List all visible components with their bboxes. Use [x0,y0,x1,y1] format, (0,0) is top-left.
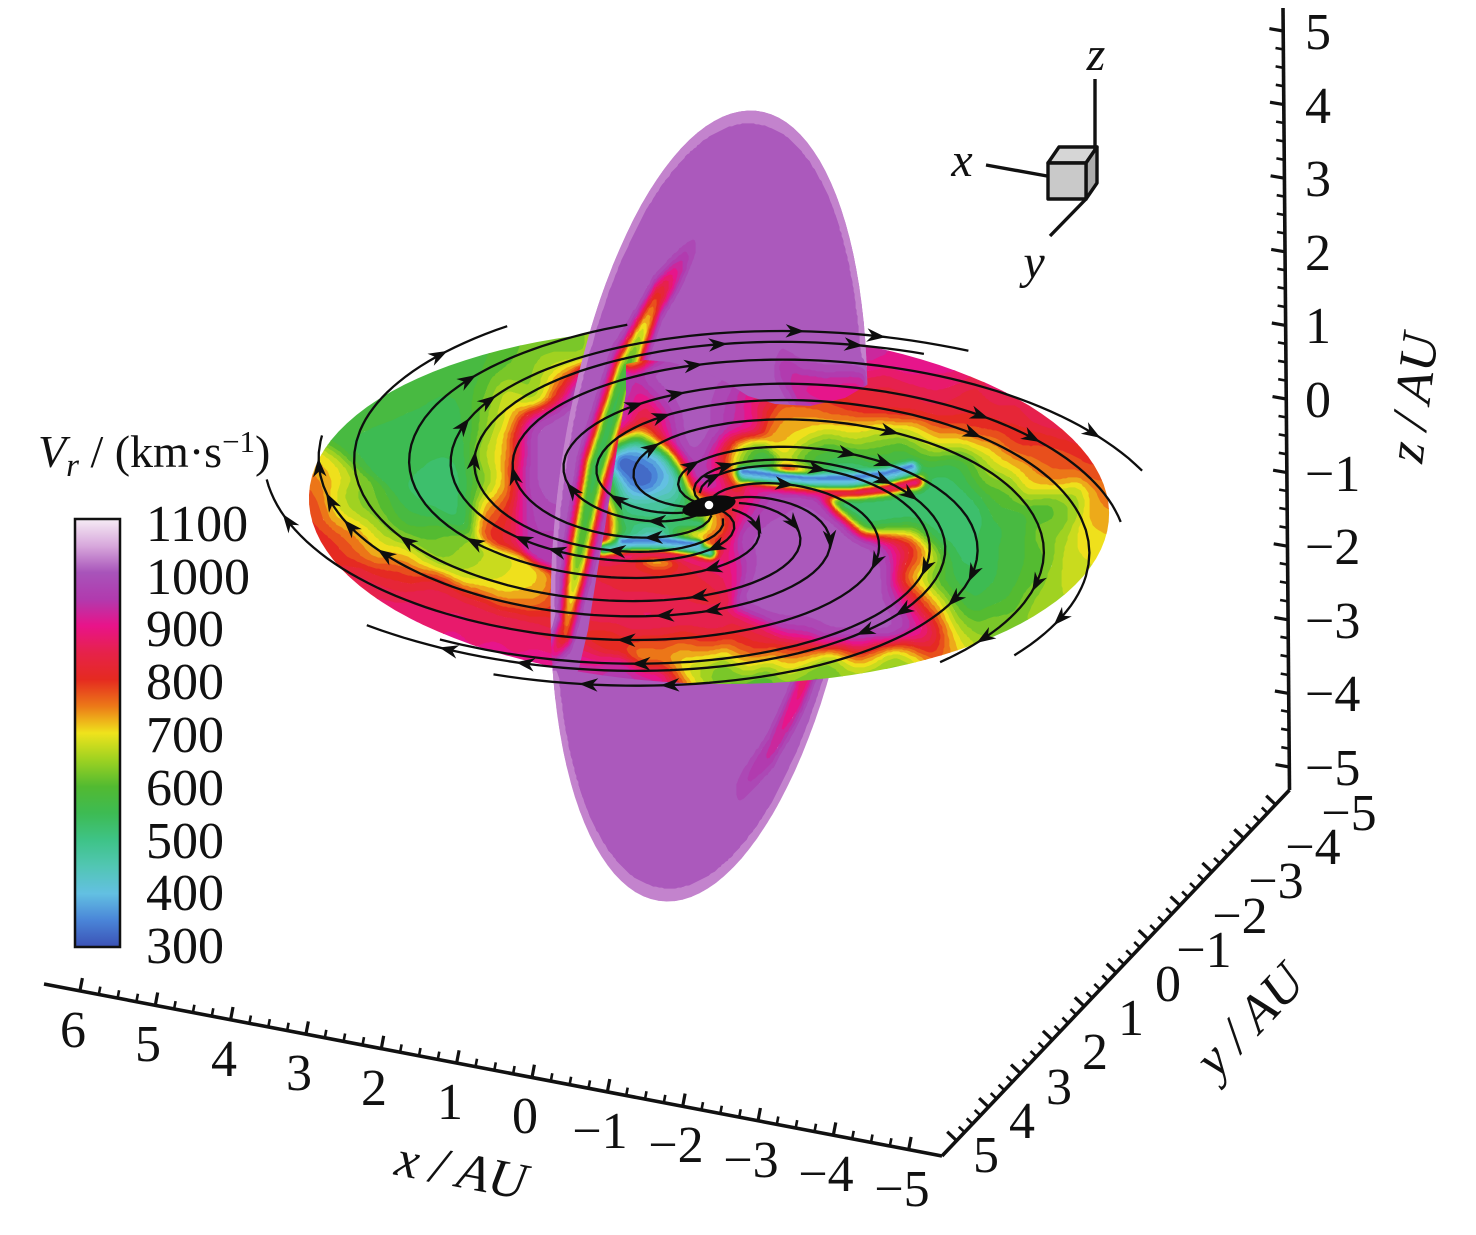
svg-text:3: 3 [286,1045,312,1102]
svg-text:600: 600 [146,760,224,817]
svg-text:1100: 1100 [146,496,248,553]
svg-text:z: z [1086,28,1106,81]
svg-text:3: 3 [1046,1059,1072,1116]
svg-text:−5: −5 [1305,740,1360,797]
svg-text:0: 0 [1305,372,1331,429]
svg-text:−4: −4 [1305,666,1360,723]
svg-text:5: 5 [135,1016,161,1073]
svg-text:Vr / (km·s−1): Vr / (km·s−1) [38,424,270,484]
svg-text:0: 0 [512,1088,538,1145]
svg-text:−1: −1 [1305,446,1360,503]
svg-text:x: x [950,134,972,187]
svg-text:5: 5 [1305,4,1331,61]
svg-text:2: 2 [361,1060,387,1117]
svg-text:−4: −4 [1285,819,1340,876]
svg-text:−5: −5 [1321,785,1376,842]
svg-text:−3: −3 [1248,853,1303,910]
svg-text:1: 1 [1118,990,1144,1047]
svg-text:1: 1 [1305,298,1331,355]
svg-text:y: y [1018,236,1045,289]
svg-text:1: 1 [437,1074,463,1131]
svg-text:−5: −5 [874,1161,929,1218]
svg-text:−1: −1 [572,1103,627,1160]
svg-text:3: 3 [1305,151,1331,208]
svg-text:−2: −2 [1212,888,1267,945]
svg-text:−2: −2 [1305,519,1360,576]
svg-text:−3: −3 [723,1132,778,1189]
svg-text:5: 5 [973,1127,999,1184]
svg-text:700: 700 [146,707,224,764]
svg-text:0: 0 [1155,956,1181,1013]
svg-text:800: 800 [146,654,224,711]
svg-text:2: 2 [1305,225,1331,282]
svg-text:500: 500 [146,813,224,870]
svg-text:900: 900 [146,601,224,658]
svg-text:−1: −1 [1176,922,1231,979]
svg-text:4: 4 [1009,1093,1035,1150]
svg-text:−4: −4 [798,1146,853,1203]
svg-text:−2: −2 [648,1117,703,1174]
svg-text:4: 4 [1305,78,1331,135]
svg-text:4: 4 [211,1031,237,1088]
svg-text:2: 2 [1082,1024,1108,1081]
svg-text:400: 400 [146,865,224,922]
svg-text:6: 6 [60,1002,86,1059]
svg-text:300: 300 [146,918,224,975]
svg-text:1000: 1000 [146,549,250,606]
svg-text:−3: −3 [1305,593,1360,650]
